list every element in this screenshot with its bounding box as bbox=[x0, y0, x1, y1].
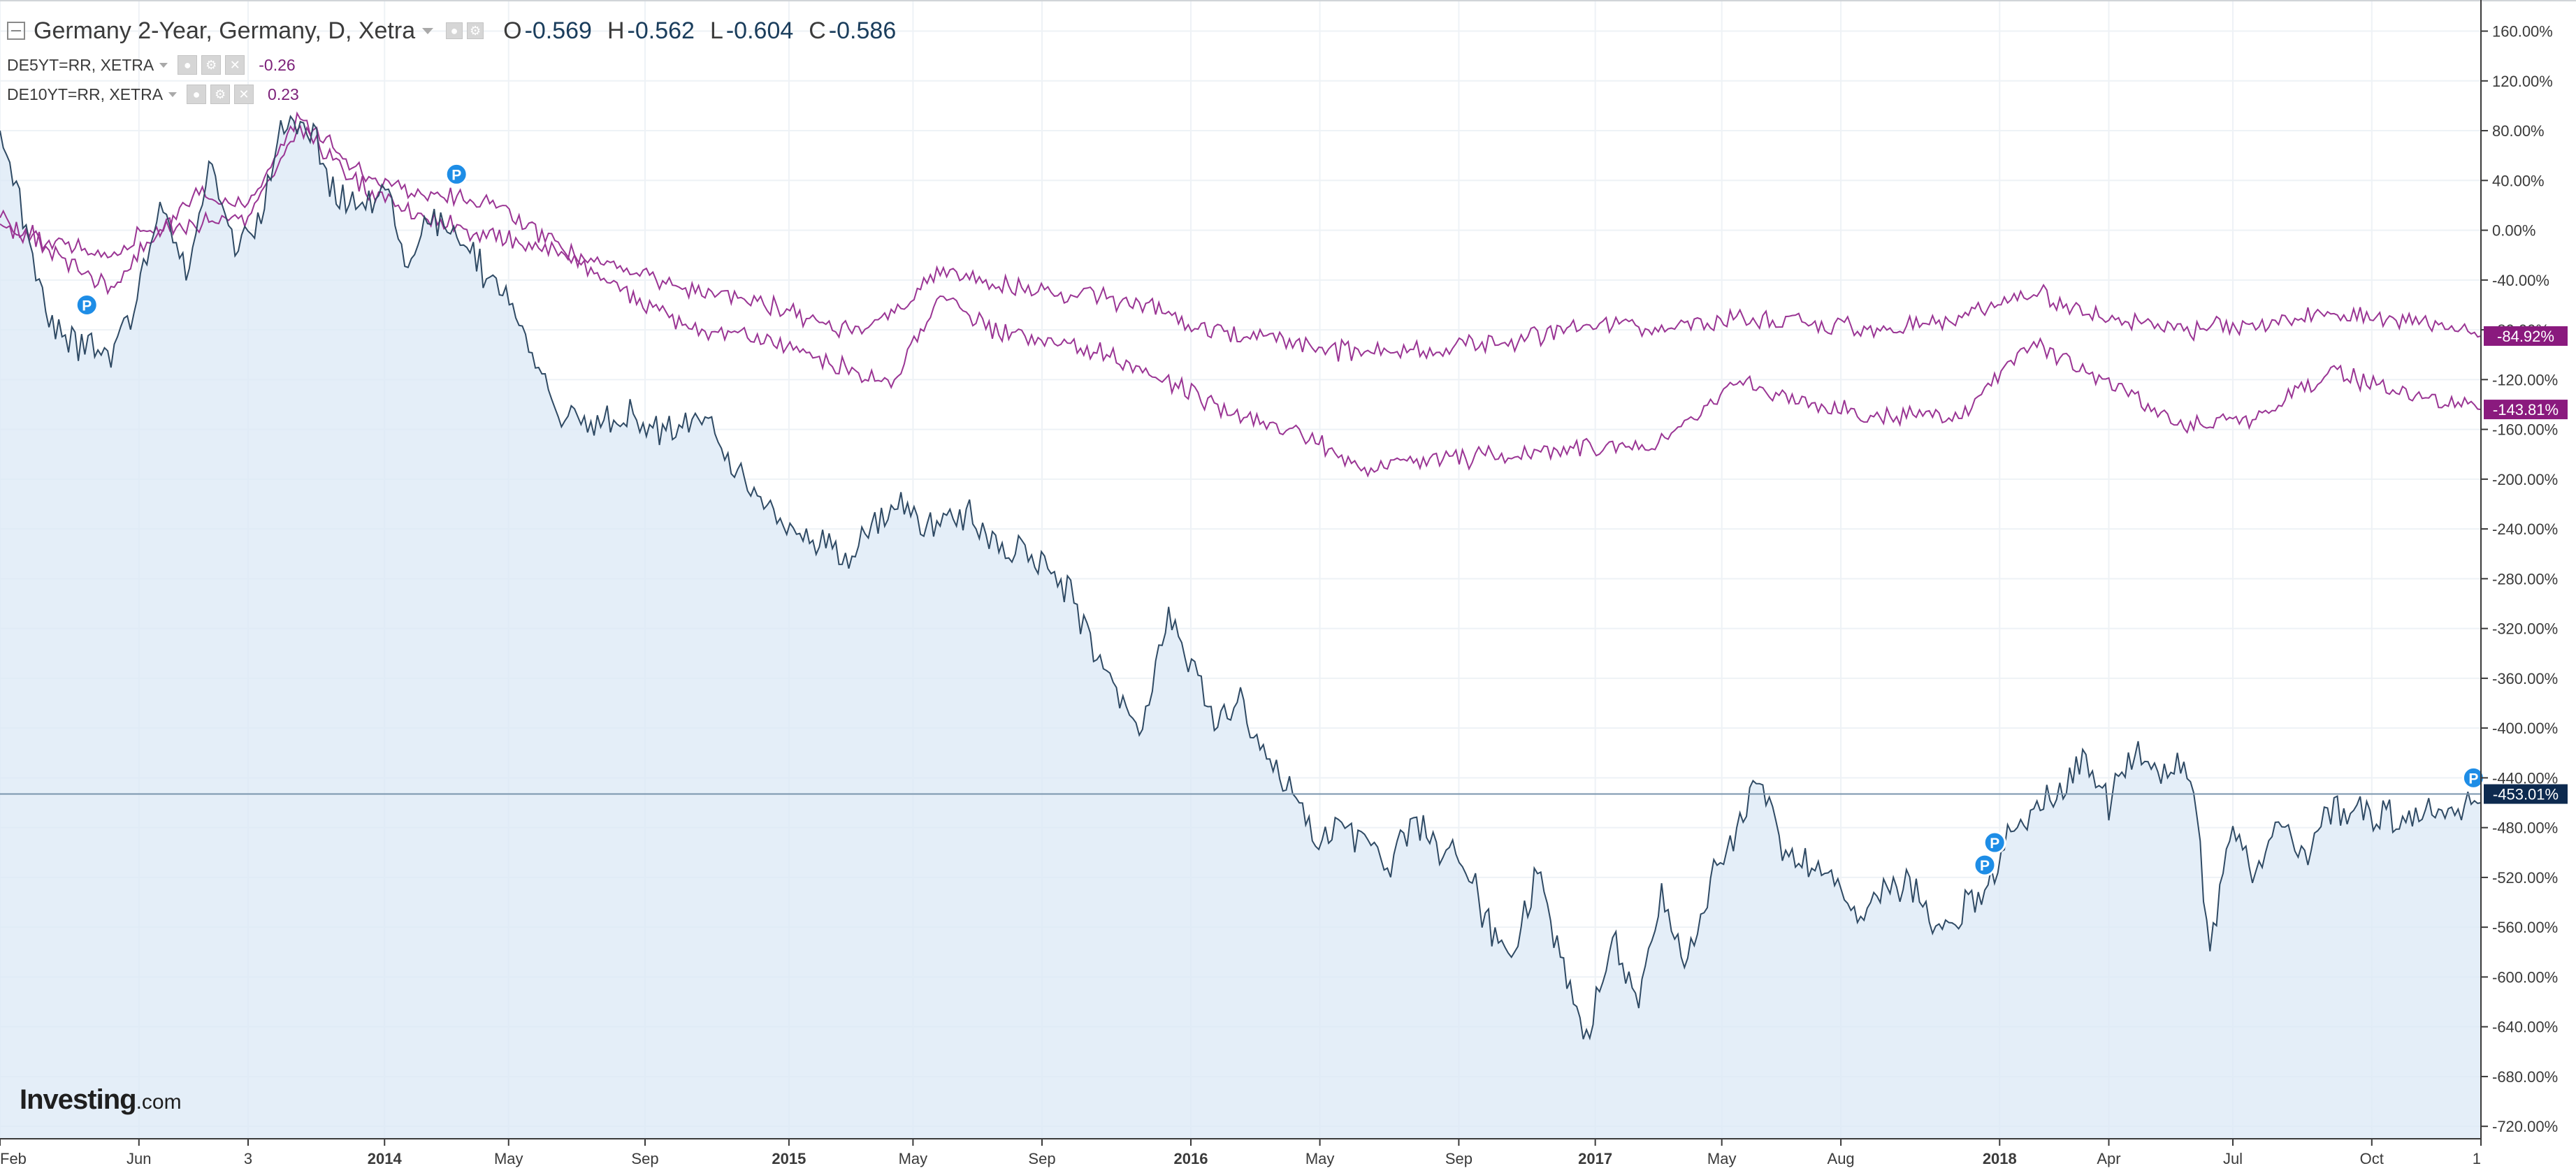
overlay-series-line bbox=[0, 124, 2482, 362]
x-tick-label: 3 bbox=[244, 1150, 252, 1167]
y-tick-label: -520.00% bbox=[2492, 869, 2558, 887]
close-value: -0.586 bbox=[828, 17, 897, 44]
close-icon[interactable]: ✕ bbox=[234, 85, 254, 104]
value-badge-label: -453.01% bbox=[2493, 786, 2559, 803]
x-tick-label: 2017 bbox=[1578, 1150, 1612, 1167]
chevron-down-icon[interactable] bbox=[422, 27, 434, 34]
event-marker-label: P bbox=[2468, 771, 2478, 787]
logo-main: Investing bbox=[20, 1084, 137, 1115]
y-tick-label: -440.00% bbox=[2492, 769, 2558, 787]
value-badge-label: -143.81% bbox=[2493, 401, 2559, 418]
chevron-down-icon[interactable] bbox=[159, 62, 168, 68]
y-tick-label: 160.00% bbox=[2492, 23, 2553, 41]
x-tick-label: 2018 bbox=[1983, 1150, 2017, 1167]
y-tick-label: -280.00% bbox=[2492, 570, 2558, 588]
gear-icon[interactable]: ⚙ bbox=[201, 55, 222, 75]
eye-icon[interactable]: ● bbox=[446, 22, 463, 39]
y-tick-label: -160.00% bbox=[2492, 421, 2558, 439]
chevron-down-icon[interactable] bbox=[168, 92, 178, 97]
eye-icon[interactable]: ● bbox=[187, 85, 207, 104]
overlay-de5yt-symbol: DE5YT=RR, XETRA bbox=[7, 55, 154, 74]
y-tick-label: -600.00% bbox=[2492, 968, 2558, 986]
y-tick-label: -560.00% bbox=[2492, 919, 2558, 936]
open-label: O bbox=[503, 17, 522, 44]
x-tick-label: Aug bbox=[1828, 1150, 1855, 1167]
x-tick-label: 2016 bbox=[1174, 1150, 1208, 1167]
x-tick-label: 1 bbox=[2473, 1150, 2481, 1167]
x-tick-label: Jun bbox=[126, 1150, 151, 1167]
event-marker-label: P bbox=[451, 167, 461, 183]
open-value: -0.569 bbox=[524, 17, 592, 44]
eye-icon[interactable]: ● bbox=[178, 55, 198, 75]
event-marker-icon bbox=[75, 293, 99, 316]
gear-icon[interactable]: ⚙ bbox=[210, 85, 231, 104]
low-value: -0.604 bbox=[725, 17, 794, 44]
y-tick-label: 0.00% bbox=[2492, 222, 2535, 240]
y-tick-label: -360.00% bbox=[2492, 670, 2558, 687]
overlay-de10yt-symbol: DE10YT=RR, XETRA bbox=[7, 85, 164, 103]
event-marker-label: P bbox=[1980, 858, 1990, 874]
value-badge-label: -84.92% bbox=[2497, 328, 2554, 345]
x-tick-label: 2015 bbox=[772, 1150, 806, 1167]
x-tick-label: Jul bbox=[2223, 1150, 2243, 1167]
x-tick-label: May bbox=[494, 1150, 523, 1167]
y-tick-label: -120.00% bbox=[2492, 371, 2558, 388]
y-tick-label: -680.00% bbox=[2492, 1068, 2558, 1086]
close-label: C bbox=[809, 17, 826, 44]
collapse-icon[interactable] bbox=[7, 22, 25, 40]
y-tick-label: 120.00% bbox=[2492, 73, 2553, 90]
overlay-de5yt-row: DE5YT=RR, XETRA ● ⚙ ✕ -0.26 bbox=[7, 50, 896, 80]
y-tick-label: -200.00% bbox=[2492, 471, 2558, 488]
overlay-de10yt-value: 0.23 bbox=[268, 85, 299, 103]
overlay-de5yt-value: -0.26 bbox=[259, 55, 296, 74]
event-marker-icon bbox=[1973, 853, 1997, 877]
x-tick-label: May bbox=[899, 1150, 928, 1167]
logo-suffix: .com bbox=[136, 1091, 182, 1114]
main-series-line bbox=[0, 115, 2482, 1041]
y-tick-label: 40.00% bbox=[2492, 172, 2545, 189]
x-tick-label: Oct bbox=[2360, 1150, 2384, 1167]
high-label: H bbox=[607, 17, 625, 44]
x-tick-label: May bbox=[1707, 1150, 1737, 1167]
y-tick-label: -240.00% bbox=[2492, 520, 2558, 538]
low-label: L bbox=[709, 17, 723, 44]
y-tick-label: -720.00% bbox=[2492, 1118, 2558, 1135]
event-marker-icon bbox=[1983, 831, 2006, 854]
x-tick-label: 2014 bbox=[368, 1150, 403, 1167]
investing-logo: Investing.com bbox=[20, 1084, 182, 1116]
event-marker-label: P bbox=[82, 298, 92, 314]
legend: Germany 2-Year, Germany, D, Xetra ● ⚙ O-… bbox=[7, 11, 896, 109]
x-tick-label: May bbox=[1305, 1150, 1335, 1167]
event-marker-icon bbox=[444, 162, 468, 186]
gear-icon[interactable]: ⚙ bbox=[467, 22, 484, 39]
value-badge bbox=[2484, 400, 2568, 420]
y-tick-label: 80.00% bbox=[2492, 122, 2545, 140]
y-tick-label: -40.00% bbox=[2492, 272, 2549, 289]
y-tick-label: -400.00% bbox=[2492, 720, 2558, 737]
chart-title: Germany 2-Year, Germany, D, Xetra bbox=[34, 17, 416, 44]
main-series-header: Germany 2-Year, Germany, D, Xetra ● ⚙ O-… bbox=[7, 11, 896, 50]
x-tick-label: Sep bbox=[1028, 1150, 1055, 1167]
high-value: -0.562 bbox=[627, 17, 695, 44]
x-tick-label: Sep bbox=[631, 1150, 658, 1167]
y-tick-label: -320.00% bbox=[2492, 620, 2558, 638]
overlay-de10yt-row: DE10YT=RR, XETRA ● ⚙ ✕ 0.23 bbox=[7, 80, 896, 109]
x-tick-label: Feb bbox=[0, 1150, 27, 1167]
close-icon[interactable]: ✕ bbox=[225, 55, 245, 75]
y-tick-label: -480.00% bbox=[2492, 819, 2558, 837]
value-badge bbox=[2484, 784, 2568, 804]
main-series-area bbox=[0, 116, 2481, 1139]
overlay-series-line bbox=[0, 111, 2482, 478]
y-tick-label: -640.00% bbox=[2492, 1019, 2558, 1036]
x-tick-label: Sep bbox=[1445, 1150, 1472, 1167]
x-tick-label: Apr bbox=[2097, 1150, 2120, 1167]
event-marker-label: P bbox=[1990, 836, 1999, 852]
value-badge bbox=[2484, 326, 2568, 346]
